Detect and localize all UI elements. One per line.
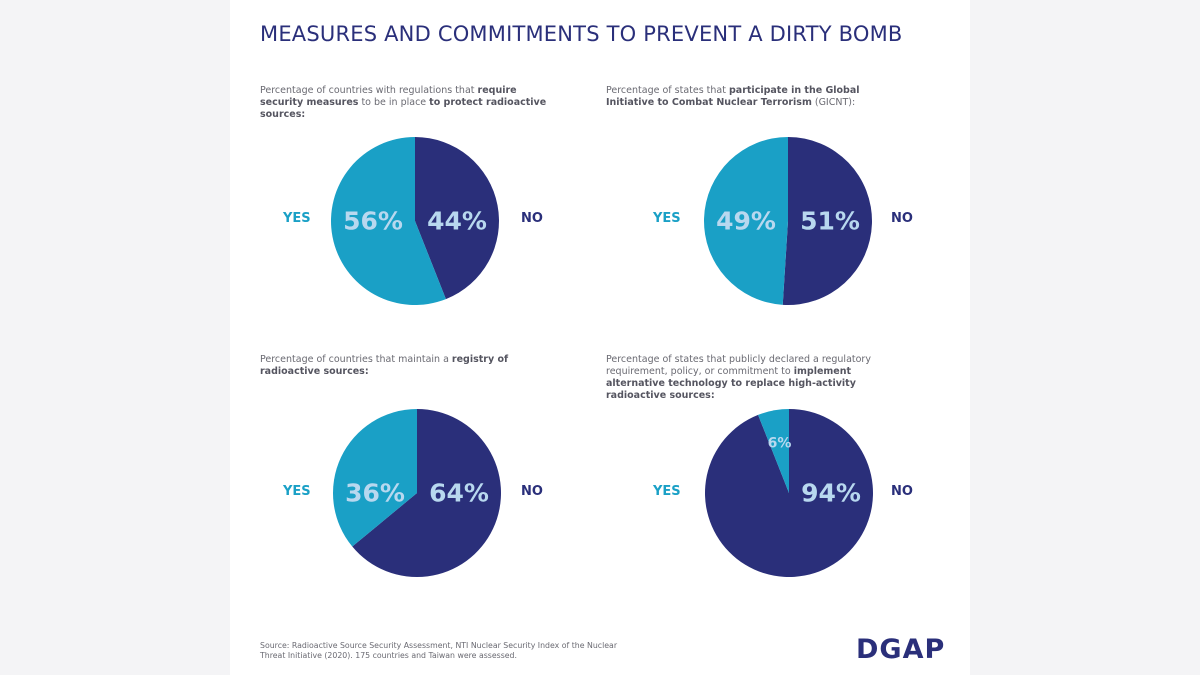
pie-slice-no [415, 137, 500, 300]
pie-chart-4: 94% 6% [705, 409, 873, 577]
pie-chart-1: 44% 56% [331, 137, 500, 305]
no-label: NO [891, 484, 913, 499]
caption-text: to be in place [358, 97, 430, 108]
chart-caption: Percentage of states that participate in… [606, 85, 906, 109]
infographic-page [230, 0, 970, 675]
chart-caption: Percentage of countries with regulations… [260, 85, 560, 121]
yes-value-label: 49% [716, 207, 776, 236]
pie-slice-no [782, 137, 872, 305]
pie-slice-yes [333, 409, 417, 547]
caption-text: Percentage of states that publicly decla… [606, 354, 871, 377]
yes-label: YES [283, 211, 311, 226]
source-note: Source: Radioactive Source Security Asse… [260, 641, 618, 660]
chart-panel-4: Percentage of states that publicly decla… [606, 354, 906, 604]
no-label: NO [521, 484, 543, 499]
caption-emphasis: implement alternative technology to repl… [606, 366, 856, 401]
caption-emphasis: require security measures [260, 85, 517, 108]
pie-slice-yes [331, 137, 446, 305]
yes-label: YES [283, 484, 311, 499]
yes-value-label: 6% [768, 435, 792, 451]
chart-panel-1: Percentage of countries with regulations… [260, 85, 560, 335]
caption-text: (GICNT): [811, 97, 856, 108]
pie-slice-yes [703, 137, 788, 305]
caption-emphasis: participate in the Global Initiative to … [606, 85, 860, 108]
chart-caption: Percentage of countries that maintain a … [260, 354, 560, 378]
yes-label: YES [653, 211, 681, 226]
no-label: NO [521, 211, 543, 226]
caption-text: Percentage of states that [606, 85, 729, 96]
yes-value-label: 36% [345, 479, 405, 508]
dgap-logo: DGAP [856, 634, 946, 665]
yes-label: YES [653, 484, 681, 499]
caption-text: Percentage of countries that maintain a [260, 354, 452, 365]
caption-emphasis: to protect radioactive sources: [260, 97, 547, 120]
no-value-label: 44% [427, 207, 487, 236]
pie-slice-yes [758, 409, 789, 493]
yes-value-label: 56% [343, 207, 403, 236]
pie-slice-no [352, 409, 501, 577]
pie-chart-2: 51% 49% [703, 137, 872, 305]
caption-text: Percentage of countries with regulations… [260, 85, 478, 96]
no-value-label: 94% [801, 479, 861, 508]
no-value-label: 64% [429, 479, 489, 508]
page-title: MEASURES AND COMMITMENTS TO PREVENT A DI… [260, 22, 903, 46]
pie-chart-3: 64% 36% [333, 409, 501, 577]
chart-panel-3: Percentage of countries that maintain a … [260, 354, 560, 604]
no-label: NO [891, 211, 913, 226]
no-value-label: 51% [800, 207, 860, 236]
chart-panel-2: Percentage of states that participate in… [606, 85, 906, 335]
caption-emphasis: registry of radioactive sources: [260, 354, 509, 377]
chart-caption: Percentage of states that publicly decla… [606, 354, 906, 402]
